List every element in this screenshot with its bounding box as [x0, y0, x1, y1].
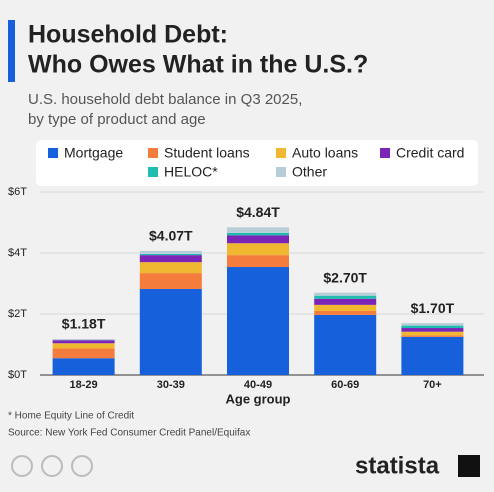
- bar-segment: [401, 335, 464, 337]
- bar-segment: [314, 304, 377, 311]
- total-label: $1.18T: [62, 316, 106, 332]
- legend-swatch: [148, 148, 158, 158]
- legend-swatch: [380, 148, 390, 158]
- legend-label: Other: [292, 164, 327, 180]
- chart-title: Household Debt:: [28, 21, 228, 49]
- source: Source: New York Fed Consumer Credit Pan…: [8, 428, 250, 439]
- legend-swatch: [276, 148, 286, 158]
- bar-segment: [314, 310, 377, 315]
- bar-segment: [227, 267, 289, 375]
- y-tick-label: $4T: [8, 247, 27, 259]
- legend-label: Student loans: [164, 145, 250, 161]
- y-tick-label: $0T: [8, 369, 27, 381]
- y-tick-label: $6T: [8, 186, 27, 198]
- legend-label: HELOC*: [164, 164, 218, 180]
- bar-segment: [314, 295, 377, 299]
- bar-segment: [227, 232, 289, 236]
- bar-segment: [139, 273, 202, 289]
- x-tick-label: 40-49: [244, 379, 272, 391]
- bar-segment: [52, 348, 115, 359]
- bar-segment: [227, 243, 289, 256]
- subtitle: U.S. household debt balance in Q3 2025,: [28, 91, 302, 108]
- total-label: $2.70T: [323, 269, 367, 285]
- accent-bar: [8, 20, 15, 82]
- bar-segment: [52, 358, 115, 375]
- x-axis-label: Age group: [226, 391, 291, 406]
- x-tick-label: 60-69: [331, 379, 359, 391]
- total-label: $4.07T: [149, 228, 193, 244]
- x-tick-label: 18-29: [70, 379, 98, 391]
- bar-segment: [314, 314, 377, 375]
- bar-segment: [139, 250, 202, 254]
- legend-swatch: [48, 148, 58, 158]
- bar-segment: [227, 255, 289, 268]
- legend-label: Credit card: [396, 145, 464, 161]
- total-label: $4.84T: [236, 204, 280, 220]
- bar-segment: [401, 323, 464, 326]
- bar-segment: [139, 262, 202, 274]
- legend-label: Mortgage: [64, 145, 123, 161]
- legend-swatch: [276, 167, 286, 177]
- bar-segment: [401, 328, 464, 332]
- x-tick-label: 30-39: [157, 379, 185, 391]
- bar-segment: [401, 325, 464, 329]
- bar-segment: [139, 253, 202, 256]
- y-tick-label: $2T: [8, 308, 27, 320]
- bar-segment: [227, 235, 289, 244]
- x-tick-label: 70+: [423, 379, 442, 391]
- license-icons: [11, 455, 93, 477]
- legend-swatch: [148, 167, 158, 177]
- bar-segment: [314, 292, 377, 296]
- bar-segment: [139, 288, 202, 375]
- chart-title: Who Owes What in the U.S.?: [28, 51, 368, 79]
- brand-icon: [458, 455, 480, 477]
- brand: statista: [355, 452, 440, 479]
- legend-box: [36, 140, 478, 186]
- bar-segment: [52, 339, 115, 341]
- bar-segment: [227, 227, 289, 233]
- bar-segment: [401, 331, 464, 336]
- footnote: * Home Equity Line of Credit: [8, 411, 134, 422]
- legend-label: Auto loans: [292, 145, 358, 161]
- bar-segment: [139, 255, 202, 263]
- bar-segment: [401, 336, 464, 375]
- total-label: $1.70T: [411, 300, 455, 316]
- bar-segment: [314, 298, 377, 305]
- bar-segment: [52, 343, 115, 349]
- subtitle: by type of product and age: [28, 111, 206, 128]
- bar-segment: [52, 340, 115, 344]
